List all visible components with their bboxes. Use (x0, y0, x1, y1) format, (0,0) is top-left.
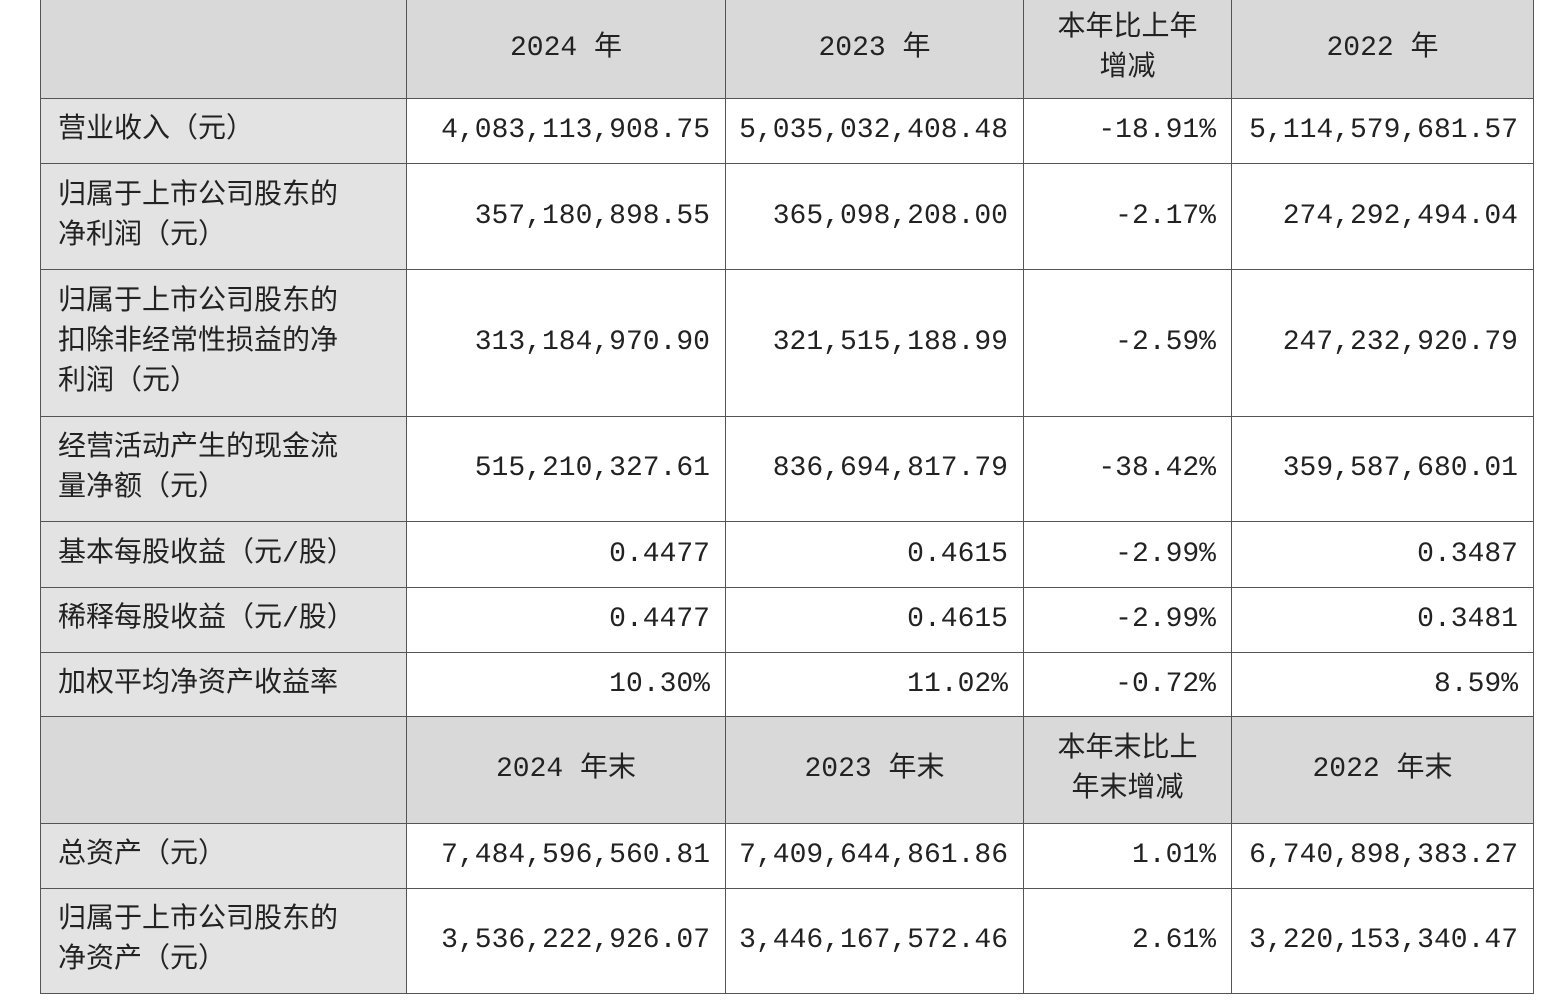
value-cell: 10.30% (406, 652, 726, 717)
row-label-text: 归属于上市公司股东的扣除非经常性损益的净利润（元） (58, 287, 339, 398)
header-cell: 2024 年末 (406, 716, 726, 824)
row-label-text: 营业收入（元） (58, 115, 255, 146)
header-cell: 2022 年 (1231, 0, 1534, 99)
row-label-text: 归属于上市公司股东的净利润（元） (58, 180, 339, 252)
data-row: 加权平均净资产收益率 10.30% 11.02% -0.72% 8.59% (40, 652, 1534, 717)
header-text: 本年末比上年末增减 (1057, 734, 1198, 805)
row-label: 经营活动产生的现金流量净额（元） (40, 416, 407, 522)
row-label: 归属于上市公司股东的扣除非经常性损益的净利润（元） (40, 269, 407, 417)
header-text: 2023 年 (818, 33, 931, 64)
value-cell: -2.59% (1023, 269, 1232, 417)
value-cell: 836,694,817.79 (725, 416, 1024, 522)
row-label: 稀释每股收益（元/股） (40, 587, 407, 653)
header-cell: 2023 年 (725, 0, 1024, 99)
row-label: 基本每股收益（元/股） (40, 521, 407, 588)
row-label-text: 经营活动产生的现金流量净额（元） (58, 433, 339, 504)
data-row: 归属于上市公司股东的净资产（元） 3,536,222,926.07 3,446,16… (40, 888, 1534, 994)
value-cell: 0.3487 (1231, 521, 1534, 588)
value-cell: 3,220,153,340.47 (1231, 888, 1534, 994)
header-row: 2024 年 2023 年 本年比上年增减 2022 年 (40, 0, 1534, 99)
value-cell: 0.4477 (406, 521, 726, 588)
table-body: 2024 年 2023 年 本年比上年增减 2022 年营业收入（元） 4,083,11… (40, 0, 1534, 994)
row-label-text: 稀释每股收益（元/股） (58, 604, 355, 635)
row-label-text: 归属于上市公司股东的净资产（元） (58, 905, 339, 976)
value-cell: 515,210,327.61 (406, 416, 726, 522)
value-cell: 6,740,898,383.27 (1231, 823, 1534, 889)
data-row: 归属于上市公司股东的扣除非经常性损益的净利润（元） 313,184,970.90 3… (40, 269, 1534, 417)
header-text: 2024 年 (509, 33, 622, 64)
value-cell: -2.99% (1023, 521, 1232, 588)
value-cell: 3,446,167,572.46 (725, 888, 1024, 994)
data-row: 经营活动产生的现金流量净额（元） 515,210,327.61 836,694,81… (40, 416, 1534, 522)
value-cell: 0.3481 (1231, 587, 1534, 653)
financial-table: 2024 年 2023 年 本年比上年增减 2022 年营业收入（元） 4,083,11… (40, 0, 1534, 994)
value-cell: -0.72% (1023, 652, 1232, 717)
row-label: 归属于上市公司股东的净资产（元） (40, 888, 407, 994)
header-cell: 本年末比上年末增减 (1023, 716, 1232, 824)
data-row: 稀释每股收益（元/股） 0.4477 0.4615 -2.99% 0.3481 (40, 587, 1534, 653)
header-text: 2023 年末 (804, 754, 945, 785)
header-text: 2024 年末 (495, 754, 636, 785)
data-row: 总资产（元） 7,484,596,560.81 7,409,644,861.86 1.… (40, 823, 1534, 889)
value-cell: 0.4615 (725, 521, 1024, 588)
header-cell: 本年比上年增减 (1023, 0, 1232, 99)
row-label-text: 基本每股收益（元/股） (58, 538, 355, 570)
value-cell: -38.42% (1023, 416, 1232, 522)
value-cell: 247,232,920.79 (1231, 269, 1534, 417)
header-text: 2022 年 (1326, 33, 1439, 64)
value-cell: -18.91% (1023, 98, 1232, 164)
row-label: 归属于上市公司股东的净利润（元） (40, 163, 407, 270)
value-cell: 7,409,644,861.86 (725, 823, 1024, 889)
row-label: 总资产（元） (40, 823, 407, 889)
row-label: 营业收入（元） (40, 98, 407, 164)
value-cell: 321,515,188.99 (725, 269, 1024, 417)
header-cell (40, 0, 407, 99)
value-cell: 365,098,208.00 (725, 163, 1024, 270)
header-text: 本年比上年增减 (1057, 13, 1198, 84)
value-cell: 359,587,680.01 (1231, 416, 1534, 522)
value-cell: 5,114,579,681.57 (1231, 98, 1534, 164)
row-label-text: 加权平均净资产收益率 (58, 668, 339, 700)
value-cell: 8.59% (1231, 652, 1534, 717)
value-cell: -2.99% (1023, 587, 1232, 653)
value-cell: 5,035,032,408.48 (725, 98, 1024, 164)
value-cell: 357,180,898.55 (406, 163, 726, 270)
row-label-text: 总资产（元） (58, 840, 227, 871)
data-row: 营业收入（元） 4,083,113,908.75 5,035,032,408.48-… (40, 98, 1534, 164)
value-cell: 1.01% (1023, 823, 1232, 889)
value-cell: 3,536,222,926.07 (406, 888, 726, 994)
value-cell: -2.17% (1023, 163, 1232, 270)
header-cell: 2023 年末 (725, 716, 1024, 824)
value-cell: 0.4477 (406, 587, 726, 653)
value-cell: 7,484,596,560.81 (406, 823, 726, 889)
header-cell: 2022 年末 (1231, 716, 1534, 824)
value-cell: 313,184,970.90 (406, 269, 726, 417)
header-cell (40, 716, 407, 824)
data-row: 基本每股收益（元/股） 0.4477 0.4615 -2.99% 0.3487 (40, 521, 1534, 588)
row-label: 加权平均净资产收益率 (40, 652, 407, 717)
value-cell: 11.02% (725, 652, 1024, 717)
header-cell: 2024 年 (406, 0, 726, 99)
header-text: 2022 年末 (1312, 754, 1453, 785)
data-row: 归属于上市公司股东的净利润（元） 357,180,898.55 365,098,20… (40, 163, 1534, 270)
value-cell: 274,292,494.04 (1231, 163, 1534, 270)
value-cell: 2.61% (1023, 888, 1232, 994)
value-cell: 4,083,113,908.75 (406, 98, 726, 164)
header-row: 2024 年末 2023 年末 本年末比上年末增减 2022 年末 (40, 716, 1534, 824)
value-cell: 0.4615 (725, 587, 1024, 653)
